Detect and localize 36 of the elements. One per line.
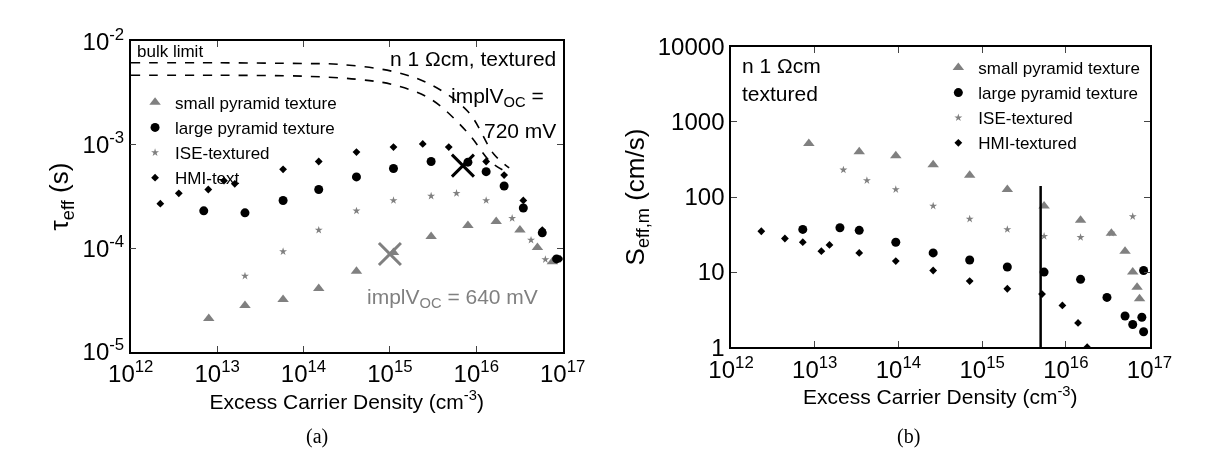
x-tick-label: 10$^{15}$ — [959, 352, 1005, 383]
annotation: implV$_{OC}$ = 640 mV — [367, 285, 538, 312]
legend-label: large pyramid texture — [978, 84, 1139, 104]
y-tick-label: 10$^{-3}$ — [82, 128, 125, 159]
annotation: textured — [742, 82, 818, 105]
legend-label: large pyramid texture — [175, 119, 335, 139]
x-tick-label: 10$^{16}$ — [453, 357, 499, 388]
annotation: implV$_{OC}$ = — [451, 84, 544, 111]
annotation: bulk limit — [137, 42, 204, 61]
legend-label: ISE-textured — [978, 109, 1073, 129]
y-tick-label: 100 — [684, 183, 725, 211]
text: (b) — [897, 425, 921, 448]
annotation: 720 mV — [484, 119, 557, 142]
annotation: n 1 Ωcm — [742, 54, 821, 77]
x-tick-label: 10$^{17}$ — [540, 357, 586, 388]
legend-label: HMI-text — [175, 169, 240, 189]
x-tick-label: 10$^{14}$ — [280, 357, 327, 388]
legend-label: small pyramid texture — [978, 59, 1140, 79]
legend-label: ISE-textured — [175, 144, 270, 164]
text: (a) — [306, 425, 329, 448]
legend-label: HMI-textured — [978, 134, 1077, 154]
y-tick-label: 10 — [697, 258, 725, 286]
legend-label: small pyramid texture — [175, 93, 337, 113]
y-tick-label: 10000 — [657, 33, 725, 61]
x-tick-label: 10$^{13}$ — [194, 357, 240, 388]
y-tick-label: 1000 — [671, 108, 725, 136]
x-tick-label: 10$^{15}$ — [367, 357, 413, 388]
x-tick-label: 10$^{16}$ — [1043, 352, 1089, 383]
annotation: n 1 Ωcm, textured — [390, 47, 557, 70]
y-tick-label: 10$^{-2}$ — [82, 24, 125, 55]
x-axis-title: Excess Carrier Density (cm$^{-3}$) — [803, 382, 1078, 409]
x-tick-label: 10$^{14}$ — [875, 352, 922, 383]
x-axis-title: Excess Carrier Density (cm$^{-3}$) — [209, 387, 484, 414]
x-tick-label: 10$^{17}$ — [1126, 352, 1173, 383]
y-tick-label: 10$^{-4}$ — [82, 231, 125, 262]
x-tick-label: 10$^{13}$ — [792, 352, 838, 383]
